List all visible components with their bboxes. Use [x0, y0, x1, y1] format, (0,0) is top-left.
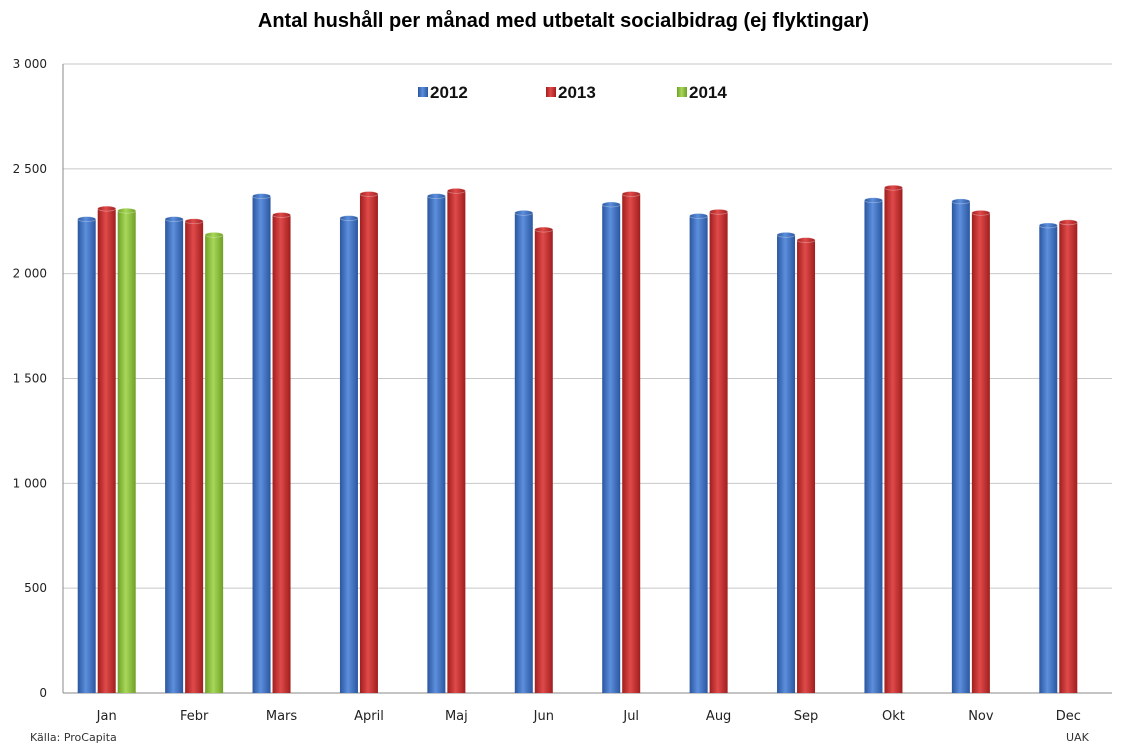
x-tick-label: Maj — [445, 709, 468, 724]
x-tick-label: Dec — [1056, 709, 1081, 724]
x-tick-label: Sep — [794, 709, 819, 724]
legend-label-2012: 2012 — [430, 83, 468, 102]
bar-cap — [951, 198, 971, 205]
bar-cap — [971, 209, 991, 216]
bar-cap — [601, 201, 621, 208]
bar-cap — [77, 216, 97, 223]
bar-2012-febr — [165, 219, 184, 694]
legend-swatch-2014 — [677, 87, 687, 97]
bar-2013-febr — [185, 221, 204, 693]
bar-2012-sep — [777, 234, 796, 693]
bar-cap — [204, 231, 224, 238]
y-tick-label: 2 500 — [13, 162, 47, 176]
bar-cap — [621, 191, 641, 197]
legend: 2012 2013 2014 — [418, 83, 727, 102]
bar-cap — [446, 187, 466, 194]
bar-2013-dec — [1059, 222, 1078, 693]
x-tick-label: Aug — [706, 709, 731, 724]
y-tick-label: 500 — [24, 581, 47, 595]
bar-cap — [164, 216, 184, 223]
bar-2013-april — [359, 193, 378, 693]
y-tick-label: 0 — [39, 686, 47, 700]
bar-cap — [117, 207, 137, 214]
bar-2013-maj — [447, 190, 466, 693]
bar-cap — [1038, 222, 1058, 229]
bar-2012-nov — [951, 201, 970, 693]
bar-2012-jul — [602, 204, 621, 693]
bar-cap — [776, 231, 796, 238]
bar-2013-jan — [97, 208, 116, 694]
y-tick-label: 2 000 — [13, 267, 47, 281]
bar-2012-jan — [77, 219, 96, 694]
bar-cap — [689, 213, 709, 219]
bar-cap — [534, 226, 554, 233]
x-tick-label: Febr — [180, 709, 209, 724]
bar-cap — [97, 205, 117, 212]
bar-cap — [796, 237, 816, 244]
author-note: UAK — [1066, 731, 1089, 744]
legend-label-2014: 2014 — [689, 83, 727, 102]
bar-cap — [339, 215, 359, 222]
bar-2013-sep — [797, 240, 816, 693]
source-note: Källa: ProCapita — [30, 731, 117, 744]
bar-cap — [864, 197, 883, 204]
bar-2012-aug — [689, 216, 708, 693]
bar-2013-nov — [971, 212, 990, 693]
x-tick-label: Okt — [882, 709, 905, 724]
bar-2012-april — [339, 218, 358, 694]
bar-2013-okt — [884, 187, 903, 693]
x-tick-label: Jul — [622, 709, 639, 724]
bar-2012-maj — [427, 196, 446, 693]
legend-swatch-2012 — [418, 87, 428, 97]
bar-cap — [1058, 219, 1078, 226]
bar-2014-jan — [117, 210, 136, 693]
bar-2013-jun — [534, 229, 553, 694]
legend-swatch-2013 — [546, 87, 556, 97]
gridlines — [63, 63, 1112, 589]
legend-label-2013: 2013 — [558, 83, 596, 102]
bar-cap — [359, 191, 379, 197]
bars — [77, 184, 1078, 694]
x-tick-label: Jan — [96, 709, 117, 724]
bar-cap — [252, 193, 271, 199]
bar-2012-mars — [252, 196, 271, 693]
bar-2013-mars — [272, 214, 291, 693]
bar-cap — [514, 209, 534, 216]
x-tick-label: Mars — [266, 709, 298, 724]
bar-cap — [184, 218, 204, 225]
x-tick-label: Nov — [968, 709, 994, 724]
x-tick-label: April — [354, 709, 384, 724]
bar-2012-jun — [514, 212, 533, 693]
bar-cap — [884, 184, 903, 191]
bar-2013-aug — [709, 211, 728, 693]
bar-cap — [272, 212, 291, 218]
chart-title: Antal hushåll per månad med utbetalt soc… — [257, 10, 870, 32]
bar-cap — [426, 193, 446, 199]
bar-2014-febr — [205, 234, 224, 693]
bar-cap — [709, 208, 729, 215]
axes: 0 500 1 000 1 500 2 000 2 500 3 000 Jan Febr Mars… — [13, 57, 1112, 724]
y-tick-label: 1 500 — [13, 372, 47, 386]
x-tick-label: Jun — [533, 709, 554, 724]
bar-2012-okt — [864, 200, 883, 694]
y-tick-label: 1 000 — [13, 476, 47, 490]
y-tick-label: 3 000 — [13, 57, 47, 71]
bar-2012-dec — [1039, 225, 1058, 693]
bar-2013-jul — [622, 193, 641, 693]
